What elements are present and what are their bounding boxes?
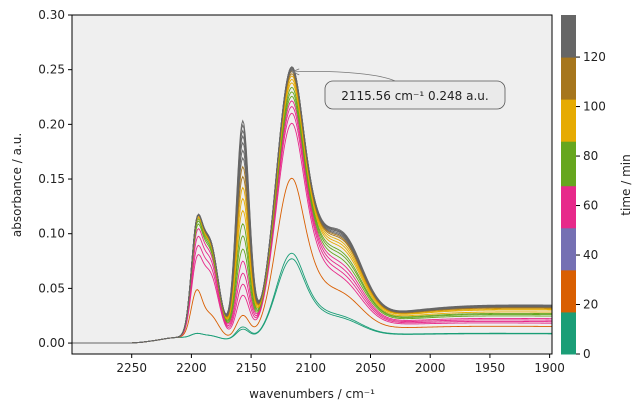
annotation-text: 2115.56 cm⁻¹ 0.248 a.u. [341, 89, 488, 103]
colorbar [561, 15, 576, 355]
x-tick-label: 2050 [355, 361, 386, 375]
colorbar-tick-label: 20 [583, 298, 598, 312]
y-tick-label: 0.05 [38, 281, 65, 295]
colorbar-band-2 [561, 269, 576, 313]
annotation-arrow [292, 71, 396, 82]
annotation-box [324, 80, 506, 110]
x-tick-label: 2100 [296, 361, 327, 375]
y-tick-label: 0.20 [38, 117, 65, 131]
y-tick-label: 0.10 [38, 227, 65, 241]
annotation-arrowhead [291, 68, 300, 76]
x-tick-label: 2150 [236, 361, 267, 375]
y-tick-label: 0.15 [38, 172, 65, 186]
colorbar-band-5 [561, 141, 576, 187]
colorbar-band-1 [561, 311, 576, 355]
y-axis: 0.00 0.05 0.10 0.15 0.20 0.25 0.30 [38, 8, 72, 350]
colorbar-band-6 [561, 99, 576, 142]
colorbar-tick-label: 0 [583, 347, 591, 361]
x-tick-label: 1900 [534, 361, 565, 375]
peak-annotation: 2115.56 cm⁻¹ 0.248 a.u. [291, 68, 506, 110]
colorbar-axis: 0 20 40 60 80 100 120 [576, 50, 606, 361]
plot-frame [71, 14, 553, 355]
colorbar-tick-label: 100 [583, 100, 606, 114]
series-layer [72, 66, 552, 344]
colorbar-tick-label: 40 [583, 248, 598, 262]
colorbar-band-4 [561, 185, 576, 229]
x-tick-label: 2250 [116, 361, 147, 375]
colorbar-tick-label: 120 [583, 50, 606, 64]
x-tick-label: 2200 [176, 361, 207, 375]
colorbar-band-7 [561, 57, 576, 100]
series-line-22 [72, 66, 552, 344]
colorbar-label: time / min [619, 154, 633, 215]
y-axis-label: absorbance / a.u. [10, 133, 24, 237]
x-tick-label: 2000 [415, 361, 446, 375]
colorbar-band-8 [561, 15, 576, 58]
y-tick-label: 0.25 [38, 63, 65, 77]
colorbar-tick-label: 60 [583, 199, 598, 213]
colorbar-band-3 [561, 227, 576, 271]
y-tick-label: 0.00 [38, 336, 65, 350]
y-tick-label: 0.30 [38, 8, 65, 22]
x-axis: 2250 2200 2150 2100 2050 2000 1950 1900 [116, 354, 565, 375]
colorbar-tick-label: 80 [583, 149, 598, 163]
x-axis-label: wavenumbers / cm⁻¹ [249, 387, 375, 401]
x-tick-label: 1950 [475, 361, 506, 375]
